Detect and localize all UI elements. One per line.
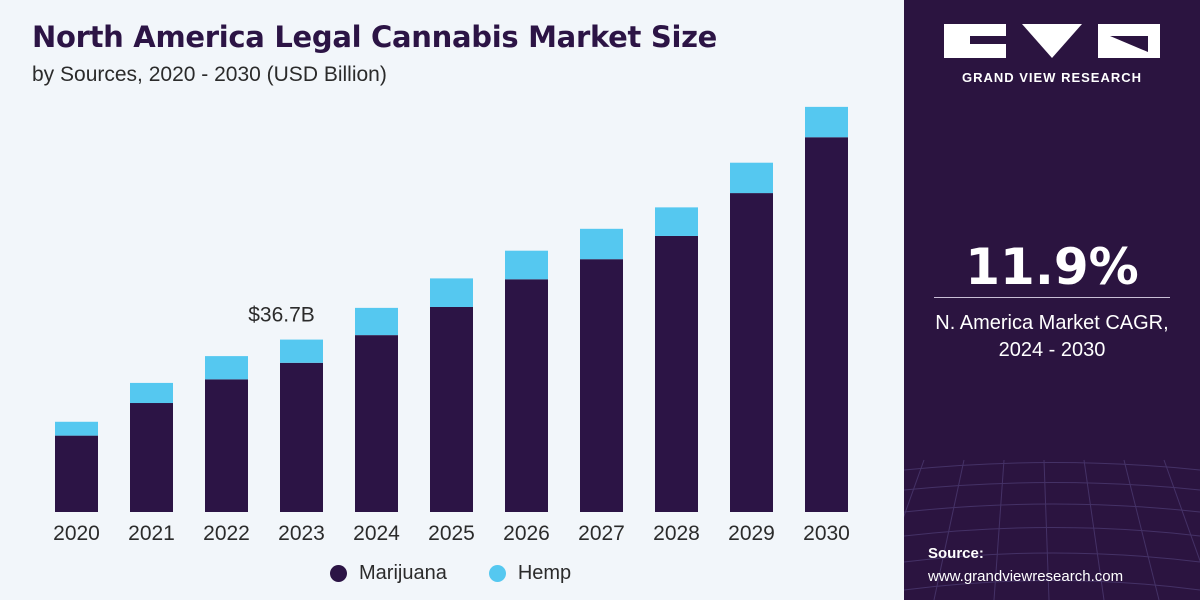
legend-item-marijuana: Marijuana — [330, 562, 447, 585]
legend-item-hemp: Hemp — [488, 562, 572, 585]
source-label: Source: — [928, 545, 984, 562]
source-url[interactable]: www.grandviewresearch.com — [928, 568, 1124, 585]
legend-swatch-marijuana — [330, 565, 347, 582]
bar-hemp-2022 — [205, 356, 248, 380]
x-tick-label-2030: 2030 — [803, 522, 850, 545]
gvr-logo-mark — [944, 24, 1160, 58]
summary-sidebar: GRAND VIEW RESEARCH 11.9% N. America Mar… — [904, 0, 1200, 600]
bar-hemp-2028 — [655, 207, 698, 236]
bar-hemp-2020 — [55, 421, 98, 436]
bar-marijuana-2026 — [505, 279, 548, 512]
bar-marijuana-2029 — [730, 193, 773, 512]
bar-hemp-2026 — [505, 250, 548, 280]
x-tick-label-2028: 2028 — [653, 522, 700, 545]
bar-marijuana-2030 — [805, 137, 848, 512]
cagr-label-line2: 2024 - 2030 — [998, 339, 1106, 361]
x-tick-label-2023: 2023 — [278, 522, 325, 545]
bar-hemp-2021 — [130, 382, 173, 404]
sidebar-grid-pattern — [904, 459, 1200, 600]
cagr-divider — [934, 297, 1170, 298]
x-tick-label-2021: 2021 — [128, 522, 175, 545]
bar-hemp-2025 — [430, 278, 473, 307]
chart-legend: Marijuana Hemp — [330, 562, 571, 585]
x-tick-label-2029: 2029 — [728, 522, 775, 545]
legend-label-marijuana: Marijuana — [359, 562, 447, 584]
value-callout-2023: $36.7B — [248, 304, 315, 327]
cagr-label: N. America Market CAGR, 2024 - 2030 — [904, 310, 1200, 364]
bar-marijuana-2023 — [280, 362, 323, 512]
bar-hemp-2024 — [355, 307, 398, 336]
x-tick-label-2024: 2024 — [353, 522, 400, 545]
cagr-value: 11.9% — [965, 238, 1139, 296]
x-tick-label-2026: 2026 — [503, 522, 550, 545]
x-tick-label-2020: 2020 — [53, 522, 100, 545]
logo-wordmark: GRAND VIEW RESEARCH — [961, 70, 1143, 85]
legend-swatch-hemp — [488, 565, 506, 582]
grand-view-research-logo: GRAND VIEW RESEARCH — [940, 22, 1164, 85]
chart-title: North America Legal Cannabis Market Size — [32, 20, 718, 54]
bar-marijuana-2027 — [580, 259, 623, 512]
cagr-label-line1: N. America Market CAGR, — [935, 312, 1169, 334]
bar-hemp-2029 — [730, 162, 773, 194]
stacked-bar-chart: 2020 2021 2022 2023 $36.7B 2024 2025 2026 2027 20… — [53, 106, 850, 545]
chart-subtitle: by Sources, 2020 - 2030 (USD Billion) — [32, 63, 387, 86]
chart-panel: North America Legal Cannabis Market Size… — [32, 20, 850, 585]
x-tick-label-2025: 2025 — [428, 522, 475, 545]
x-tick-label-2027: 2027 — [578, 522, 625, 545]
bar-marijuana-2020 — [55, 435, 98, 512]
bar-hemp-2023 — [280, 339, 323, 363]
bar-marijuana-2021 — [130, 403, 173, 512]
bar-marijuana-2022 — [205, 379, 248, 512]
legend-label-hemp: Hemp — [517, 562, 572, 584]
x-tick-label-2022: 2022 — [203, 522, 250, 545]
bar-marijuana-2025 — [430, 306, 473, 512]
bar-hemp-2027 — [580, 228, 623, 260]
bar-hemp-2030 — [805, 106, 848, 138]
bar-marijuana-2028 — [655, 235, 698, 512]
bar-marijuana-2024 — [355, 335, 398, 512]
